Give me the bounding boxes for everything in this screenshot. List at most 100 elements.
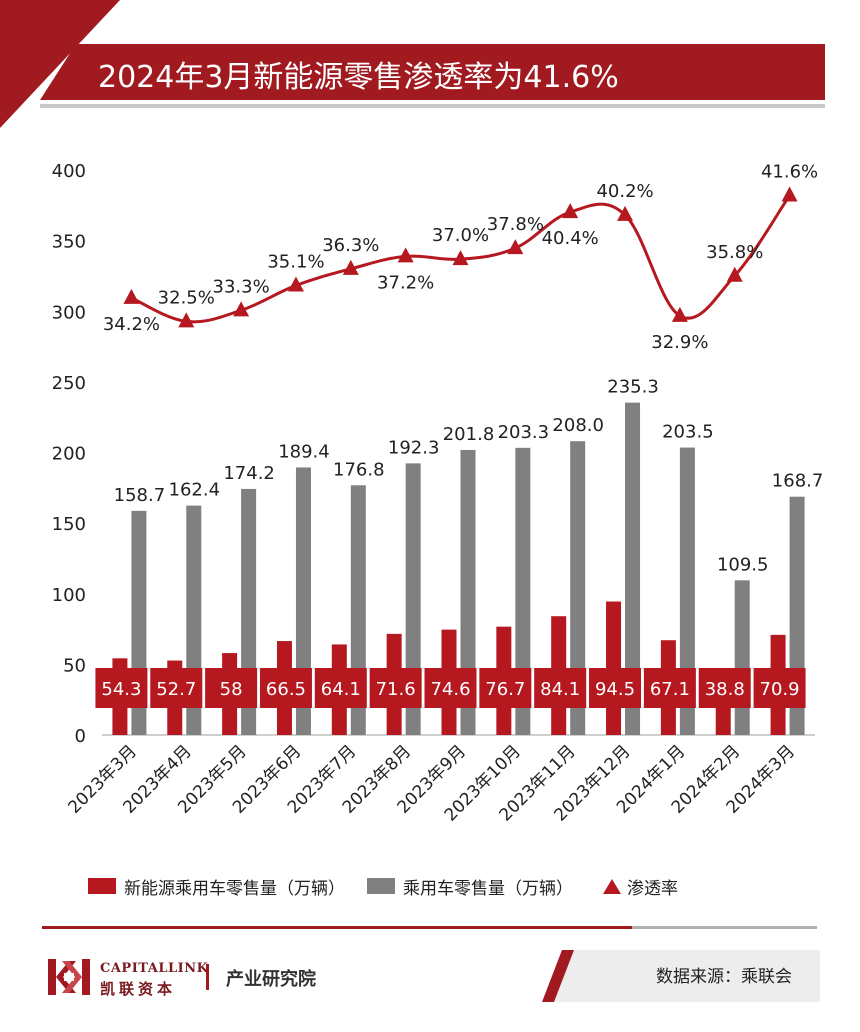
- bar-total-label: 192.3: [388, 437, 440, 458]
- rate-label: 37.8%: [487, 214, 544, 235]
- rate-marker: [342, 259, 359, 275]
- rate-label: 35.8%: [706, 242, 763, 263]
- bar-nev-label: 67.1: [650, 679, 690, 700]
- bar-nev-label: 64.1: [321, 679, 361, 700]
- chart-title: 2024年3月新能源零售渗透率为41.6%: [98, 60, 619, 95]
- bar-nev-label-box: [205, 668, 258, 708]
- rate-label: 33.3%: [213, 276, 270, 297]
- bar-total-label: 158.7: [114, 485, 166, 506]
- department-name: 产业研究院: [226, 969, 316, 990]
- bar-total: [405, 463, 421, 735]
- bar-nev-label: 71.6: [376, 679, 416, 700]
- legend-swatch-nev: [88, 878, 116, 894]
- capitallink-logo-icon: [48, 959, 90, 995]
- bar-total-label: 203.3: [498, 422, 550, 443]
- bar-nev-label-box: [369, 668, 422, 708]
- data-source: 数据来源：乘联会: [656, 967, 792, 987]
- bar-nev-label: 66.5: [266, 679, 306, 700]
- brand-name-cn: 凯联资本: [100, 980, 177, 998]
- legend-swatch-total: [367, 878, 395, 894]
- bar-total: [460, 449, 476, 735]
- bar-total-label: 208.0: [552, 415, 604, 436]
- bar-nev-label: 74.6: [430, 679, 470, 700]
- bar-nev-label-box: [314, 668, 367, 708]
- rate-label: 40.4%: [542, 228, 599, 249]
- bar-total-label: 189.4: [278, 441, 330, 462]
- bar-total-label: 162.4: [169, 480, 221, 501]
- rate-marker: [562, 203, 579, 219]
- footer-divider: [42, 926, 817, 929]
- legend: 新能源乘用车零售量（万辆） 乘用车零售量（万辆） 渗透率: [88, 873, 700, 899]
- bar-nev-label-box: [150, 668, 203, 708]
- rate-marker: [781, 186, 798, 202]
- legend-label-nev: 新能源乘用车零售量（万辆）: [124, 878, 345, 899]
- y-tick-label: 350: [52, 232, 86, 253]
- bar-nev-label-box: [589, 668, 642, 708]
- y-tick-label: 100: [52, 585, 86, 606]
- footer-separator: [206, 964, 209, 990]
- bar-total: [734, 580, 750, 735]
- rate-label: 37.2%: [377, 272, 434, 293]
- y-tick-label: 50: [63, 655, 86, 676]
- legend-label-total: 乘用车零售量（万辆）: [403, 878, 573, 899]
- y-tick-label: 150: [52, 514, 86, 535]
- bar-nev-label-box: [534, 668, 587, 708]
- legend-label-rate: 渗透率: [627, 878, 678, 899]
- legend-item-rate: 渗透率: [595, 874, 678, 899]
- rate-marker: [287, 276, 304, 292]
- bar-nev-label: 54.3: [101, 679, 141, 700]
- title-underline: [40, 104, 825, 108]
- bar-nev-label: 84.1: [540, 679, 580, 700]
- bar-nev-label: 58: [220, 679, 243, 700]
- bar-total-label: 109.5: [717, 554, 769, 575]
- source-box: [540, 950, 820, 1002]
- rate-marker: [178, 312, 195, 328]
- bar-nev-label: 94.5: [595, 679, 635, 700]
- legend-item-nev: 新能源乘用车零售量（万辆）: [88, 874, 345, 899]
- rate-label: 34.2%: [103, 314, 160, 335]
- rate-marker: [452, 250, 469, 266]
- bar-total-label: 201.8: [443, 424, 495, 445]
- bar-nev-label-box: [698, 668, 751, 708]
- bar-total-label: 203.5: [662, 422, 714, 443]
- bar-total: [570, 441, 586, 735]
- bar-nev-label-box: [643, 668, 696, 708]
- rate-label: 37.0%: [432, 225, 489, 246]
- y-tick-label: 200: [52, 444, 86, 465]
- footer-divider-grey: [632, 926, 817, 929]
- rate-marker: [671, 306, 688, 322]
- bar-total: [515, 447, 531, 735]
- rate-marker: [617, 205, 634, 221]
- bar-nev-label: 38.8: [705, 679, 745, 700]
- y-tick-label: 250: [52, 373, 86, 394]
- bar-total-label: 168.7: [772, 471, 824, 492]
- bar-total: [625, 402, 641, 735]
- bar-nev-label: 52.7: [156, 679, 196, 700]
- rate-label: 41.6%: [761, 162, 818, 183]
- y-tick-label: 400: [52, 161, 86, 182]
- legend-item-total: 乘用车零售量（万辆）: [367, 874, 573, 899]
- bar-total-label: 176.8: [333, 459, 385, 480]
- bar-total-label: 235.3: [607, 377, 659, 398]
- rate-marker: [726, 266, 743, 282]
- rate-label: 35.1%: [267, 251, 324, 272]
- rate-label: 40.2%: [596, 181, 653, 202]
- bar-total: [679, 447, 695, 735]
- bar-nev-label-box: [424, 668, 477, 708]
- y-tick-label: 300: [52, 302, 86, 323]
- rate-marker: [233, 301, 250, 317]
- brand-name-en: CAPITALLINK: [100, 961, 209, 976]
- rate-line: [130, 194, 791, 324]
- rate-marker: [123, 288, 140, 304]
- corner-triangle-decoration: [0, 0, 120, 128]
- legend-triangle-marker: [603, 878, 621, 894]
- rate-label: 32.5%: [158, 287, 215, 308]
- bar-nev-label-box: [95, 668, 148, 708]
- title-banner-shape: [40, 44, 825, 100]
- rate-marker: [397, 247, 414, 263]
- bar-nev-label: 76.7: [485, 679, 525, 700]
- bar-nev-label-box: [479, 668, 532, 708]
- rate-label: 36.3%: [322, 235, 379, 256]
- bar-total-label: 174.2: [223, 463, 275, 484]
